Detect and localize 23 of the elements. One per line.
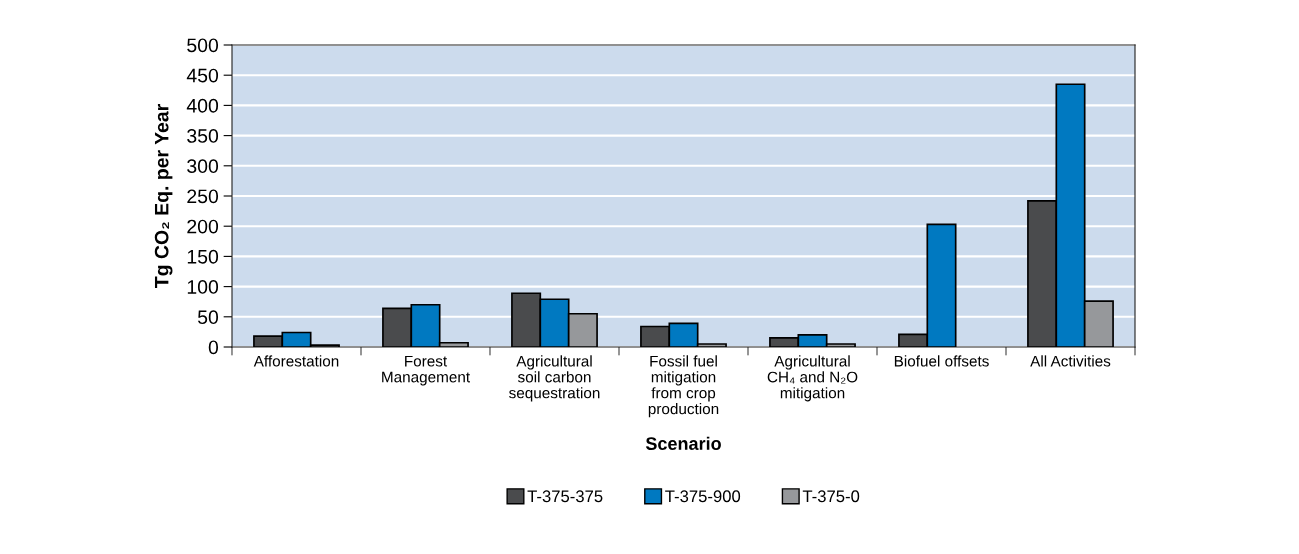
x-tick-label: Afforestation — [253, 355, 339, 367]
y-tick-label: 300 — [187, 159, 219, 174]
legend-label: T-375-900 — [665, 490, 741, 503]
y-tick-label: 150 — [187, 249, 219, 264]
y-tick-label: 100 — [187, 280, 219, 294]
legend-label: T-375-0 — [802, 490, 860, 503]
x-tick-label: Biofuel offsets — [894, 355, 989, 367]
x-tick-label: Agricultural soil carbon sequestration — [509, 355, 600, 402]
y-tick-label: 350 — [187, 129, 219, 143]
y-tick-label: 500 — [187, 38, 219, 53]
x-tick-label: Fossil fuel mitigation from crop production — [648, 355, 719, 418]
y-tick-label: 0 — [208, 340, 219, 355]
x-tick-label: Forest Management — [382, 355, 470, 386]
x-tick-label: Agricultural CH₄ and N₂O mitigation — [767, 355, 858, 402]
y-tick-label: 50 — [197, 310, 219, 325]
y-tick-label: 450 — [186, 68, 219, 83]
y-tick-label: 200 — [187, 219, 219, 234]
x-tick-label: All Activities — [1030, 355, 1111, 367]
x-axis-title: Scenario — [645, 436, 721, 450]
y-tick-label: 400 — [186, 98, 219, 113]
y-tick-label: 250 — [187, 189, 219, 204]
y-axis-title: Tg CO₂ Eq. per Year — [154, 104, 173, 288]
legend-label: T-375-375 — [527, 490, 603, 503]
